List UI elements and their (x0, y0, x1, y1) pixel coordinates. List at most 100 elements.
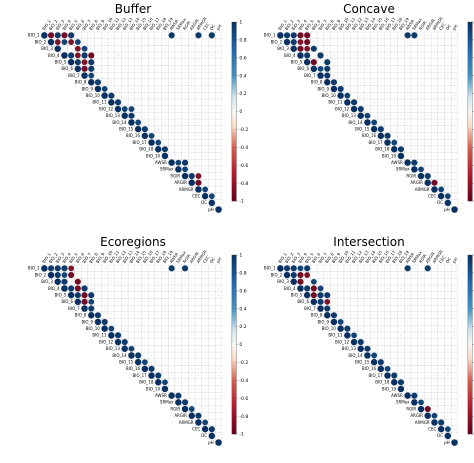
row-label: ARMGR (415, 420, 430, 425)
correlation-mark (420, 314, 422, 316)
correlation-mark (74, 59, 81, 66)
correlation-mark (137, 274, 139, 276)
correlation-mark (204, 381, 206, 383)
correlation-mark (454, 375, 455, 376)
row-label: RGIR (406, 173, 416, 178)
correlation-mark (333, 75, 335, 76)
correlation-mark (104, 267, 106, 269)
correlation-mark (427, 308, 429, 309)
correlation-mark (114, 338, 122, 346)
correlation-mark (181, 159, 189, 166)
correlation-mark (454, 361, 455, 363)
correlation-mark (438, 419, 445, 426)
colorbar-tick-label: -1 (239, 432, 244, 438)
correlation-mark (157, 135, 159, 137)
correlation-mark (124, 61, 126, 63)
correlation-mark (420, 294, 422, 296)
correlation-mark (168, 265, 175, 272)
correlation-mark (144, 41, 146, 43)
correlation-mark (373, 274, 375, 276)
correlation-mark (434, 355, 435, 356)
column-label: OC (209, 256, 217, 264)
row-label: BIO_10 (86, 93, 101, 98)
correlation-mark (204, 314, 206, 316)
correlation-mark (454, 348, 455, 350)
correlation-mark (211, 135, 213, 137)
correlation-mark (157, 341, 159, 343)
correlation-mark (164, 341, 166, 343)
correlation-mark (188, 406, 195, 412)
correlation-mark (150, 354, 153, 357)
column-label: ARGIR (424, 251, 435, 264)
correlation-mark (364, 352, 371, 359)
correlation-mark (137, 75, 139, 76)
correlation-mark (380, 108, 382, 110)
correlation-mark (171, 108, 173, 110)
correlation-mark (380, 294, 382, 296)
correlation-mark (447, 162, 449, 164)
correlation-mark (433, 88, 435, 90)
correlation-mark (407, 115, 408, 117)
row-label: BIO_15 (355, 126, 370, 131)
correlation-mark (434, 381, 435, 383)
correlation-mark (360, 268, 362, 269)
correlation-mark (124, 301, 126, 303)
correlation-mark (427, 341, 429, 343)
correlation-mark (380, 68, 382, 70)
correlation-mark (181, 405, 189, 413)
correlation-mark (310, 285, 317, 292)
correlation-mark (434, 75, 435, 76)
correlation-mark (211, 189, 213, 190)
colorbar (231, 254, 237, 435)
correlation-mark (360, 61, 362, 63)
correlation-mark (347, 268, 348, 269)
correlation-mark (347, 294, 348, 296)
correlation-mark (171, 314, 172, 316)
correlation-mark (164, 288, 166, 289)
correlation-mark (380, 335, 382, 336)
correlation-mark (400, 294, 402, 296)
correlation-mark (211, 102, 213, 103)
correlation-mark (427, 122, 429, 123)
colorbar-tick-label: -0.8 (239, 414, 248, 420)
correlation-mark (151, 314, 152, 316)
correlation-mark (171, 128, 173, 130)
correlation-mark (74, 298, 82, 306)
row-label: BIO_6 (297, 66, 309, 71)
correlation-mark (447, 95, 449, 96)
correlation-mark (161, 385, 169, 393)
correlation-mark (164, 361, 166, 363)
correlation-mark (387, 281, 388, 283)
correlation-mark (198, 61, 199, 63)
correlation-mark (208, 193, 215, 200)
correlation-mark (218, 35, 219, 36)
row-label: BIO_13 (106, 113, 121, 118)
correlation-mark (211, 81, 213, 83)
correlation-mark (320, 41, 321, 43)
correlation-mark (400, 274, 402, 276)
correlation-mark (391, 372, 398, 379)
correlation-mark (137, 268, 139, 269)
correlation-mark (144, 122, 146, 123)
correlation-mark (94, 318, 102, 326)
correlation-mark (387, 301, 388, 303)
correlation-mark (204, 108, 206, 110)
correlation-mark (171, 61, 173, 63)
correlation-mark (197, 68, 199, 70)
correlation-mark (137, 48, 139, 50)
correlation-mark (387, 68, 388, 70)
correlation-mark (440, 34, 442, 36)
correlation-mark (427, 155, 429, 157)
correlation-mark (373, 48, 375, 50)
correlation-mark (324, 298, 331, 305)
correlation-mark (197, 88, 199, 90)
correlation-mark (420, 375, 422, 376)
correlation-mark (447, 388, 449, 390)
correlation-mark (124, 95, 126, 97)
correlation-mark (434, 35, 435, 36)
correlation-mark (157, 48, 159, 50)
row-label: BIO_14 (112, 120, 127, 125)
correlation-mark (360, 301, 362, 303)
correlation-mark (444, 426, 451, 433)
correlation-mark (434, 301, 435, 303)
